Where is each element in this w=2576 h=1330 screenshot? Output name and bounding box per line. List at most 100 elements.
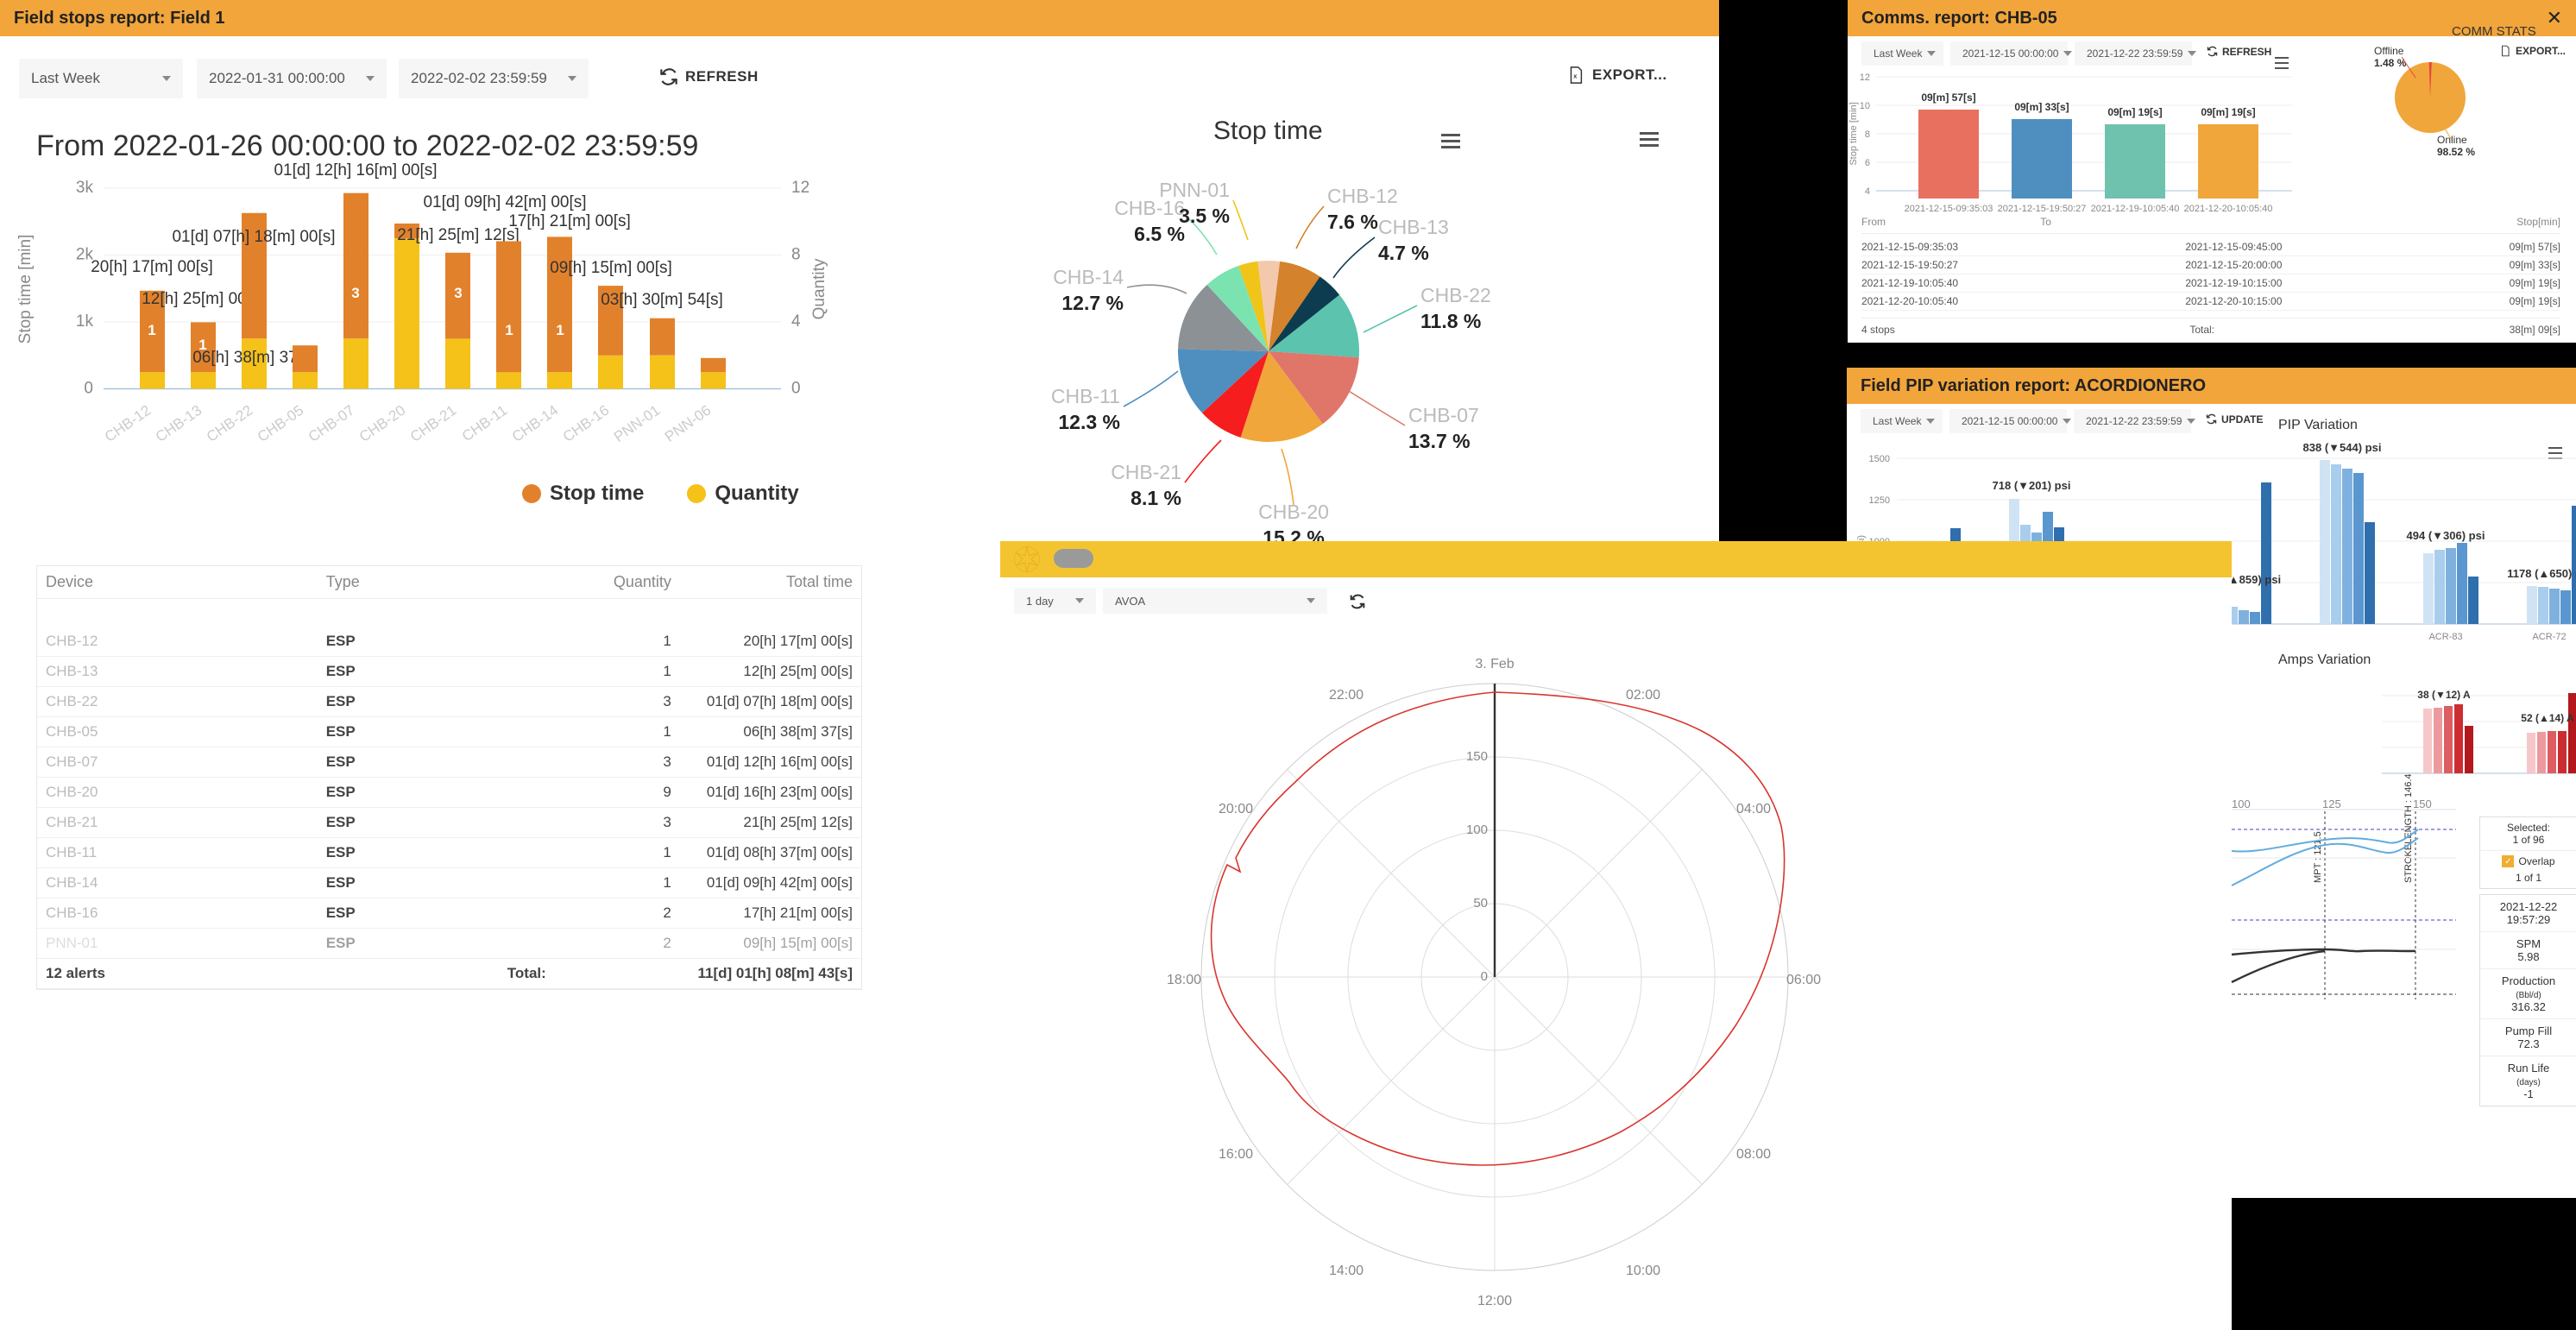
- svg-text:6: 6: [1865, 158, 1870, 168]
- svg-text:Quantity: Quantity: [810, 258, 828, 319]
- svg-text:CHB-11: CHB-11: [1051, 385, 1120, 407]
- svg-text:718 (▼201) psi: 718 (▼201) psi: [1993, 479, 2071, 492]
- svg-text:CHB-12: CHB-12: [1327, 185, 1398, 207]
- svg-text:CHB-16: CHB-16: [1114, 197, 1185, 219]
- svg-text:4.7 %: 4.7 %: [1378, 242, 1429, 264]
- svg-text:Online: Online: [2437, 134, 2467, 146]
- svg-text:ACR-72: ACR-72: [2532, 632, 2566, 642]
- svg-text:CHB-16: CHB-16: [560, 402, 612, 445]
- svg-text:12: 12: [791, 179, 809, 197]
- svg-text:MPT : 121.5: MPT : 121.5: [2313, 831, 2323, 883]
- svg-text:1k: 1k: [76, 312, 94, 331]
- svg-text:CHB-22: CHB-22: [204, 402, 255, 445]
- svg-text:3: 3: [454, 285, 462, 301]
- svg-text:52 (▲14) A: 52 (▲14) A: [2521, 712, 2574, 724]
- svg-text:CHB-21: CHB-21: [407, 402, 459, 445]
- svg-text:18:00: 18:00: [1167, 973, 1201, 987]
- svg-text:CHB-05: CHB-05: [255, 402, 306, 445]
- svg-text:14:00: 14:00: [1329, 1264, 1364, 1278]
- svg-text:01[d] 12[h] 16[m] 00[s]: 01[d] 12[h] 16[m] 00[s]: [274, 161, 437, 180]
- svg-text:09[m] 19[s]: 09[m] 19[s]: [2107, 106, 2162, 118]
- svg-text:08:00: 08:00: [1736, 1147, 1771, 1162]
- svg-text:CHB-14: CHB-14: [509, 402, 561, 445]
- svg-text:12: 12: [1860, 72, 1870, 83]
- svg-text:8: 8: [1865, 129, 1870, 140]
- svg-text:0: 0: [791, 380, 801, 398]
- svg-text:1: 1: [505, 322, 513, 338]
- svg-text:12.7 %: 12.7 %: [1061, 292, 1124, 314]
- svg-text:2021-12-19-10:05:40: 2021-12-19-10:05:40: [2091, 204, 2180, 214]
- svg-text:125: 125: [2322, 797, 2341, 810]
- svg-text:Stop time [min]: Stop time [min]: [1849, 102, 1859, 165]
- svg-text:CHB-11: CHB-11: [459, 402, 510, 445]
- svg-text:CHB-07: CHB-07: [1408, 404, 1479, 426]
- svg-text:x: x: [1573, 72, 1578, 80]
- svg-text:16:00: 16:00: [1219, 1147, 1253, 1162]
- svg-text:06:00: 06:00: [1786, 973, 1821, 987]
- svg-text:CHB-12: CHB-12: [102, 402, 154, 445]
- svg-text:1250: 1250: [1869, 495, 1890, 506]
- svg-text:CHB-13: CHB-13: [153, 402, 205, 445]
- svg-text:150: 150: [2413, 797, 2432, 810]
- svg-text:09[m] 19[s]: 09[m] 19[s]: [2201, 106, 2255, 118]
- svg-text:1500: 1500: [1869, 454, 1890, 464]
- svg-text:12[h] 25[m] 00[s]: 12[h] 25[m] 00[s]: [142, 290, 264, 308]
- svg-text:38 (▼12) A: 38 (▼12) A: [2417, 689, 2471, 701]
- svg-text:838 (▼544) psi: 838 (▼544) psi: [2303, 441, 2382, 454]
- svg-text:1: 1: [198, 337, 206, 353]
- svg-text:CHB-21: CHB-21: [1111, 461, 1181, 483]
- svg-text:494 (▼306) psi: 494 (▼306) psi: [2407, 529, 2485, 542]
- svg-text:12.3 %: 12.3 %: [1058, 411, 1120, 433]
- svg-text:100: 100: [2232, 797, 2251, 810]
- svg-text:01[d] 09[h] 42[m] 00[s]: 01[d] 09[h] 42[m] 00[s]: [423, 193, 586, 211]
- svg-text:2021-12-15-19:50:27: 2021-12-15-19:50:27: [1998, 204, 2087, 214]
- svg-text:4: 4: [1865, 186, 1870, 197]
- svg-text:CHB-22: CHB-22: [1420, 284, 1491, 306]
- svg-text:2k: 2k: [76, 246, 94, 264]
- svg-text:13.7 %: 13.7 %: [1408, 430, 1471, 452]
- svg-text:20[h] 17[m] 00[s]: 20[h] 17[m] 00[s]: [91, 258, 213, 276]
- svg-text:1.48 %: 1.48 %: [2374, 57, 2407, 69]
- svg-text:20:00: 20:00: [1219, 802, 1253, 816]
- svg-text:3.5 %: 3.5 %: [1179, 205, 1230, 227]
- svg-text:17[h] 21[m] 00[s]: 17[h] 21[m] 00[s]: [508, 212, 631, 230]
- svg-text:22:00: 22:00: [1329, 688, 1364, 703]
- svg-text:PNN-01: PNN-01: [1159, 179, 1230, 201]
- svg-text:8.1 %: 8.1 %: [1131, 487, 1181, 509]
- svg-text:7.6 %: 7.6 %: [1327, 211, 1378, 233]
- svg-text:CHB-20: CHB-20: [1258, 501, 1329, 523]
- svg-text:1178 (▲650) psi: 1178 (▲650) psi: [2507, 567, 2576, 580]
- svg-text:2021-12-20-10:05:40: 2021-12-20-10:05:40: [2184, 204, 2273, 214]
- svg-text:100: 100: [1466, 823, 1488, 837]
- svg-text:1: 1: [556, 322, 564, 338]
- svg-text:1: 1: [148, 322, 155, 338]
- svg-text:CHB-20: CHB-20: [356, 402, 408, 445]
- svg-text:0: 0: [1481, 969, 1488, 984]
- svg-text:Stop time [min]: Stop time [min]: [16, 235, 35, 344]
- svg-text:150: 150: [1466, 749, 1488, 764]
- svg-text:3: 3: [351, 285, 359, 301]
- svg-text:06[h] 38[m] 37[s]: 06[h] 38[m] 37[s]: [192, 349, 315, 367]
- svg-text:09[h] 15[m] 00[s]: 09[h] 15[m] 00[s]: [550, 259, 672, 277]
- svg-text:PNN-06: PNN-06: [662, 402, 714, 445]
- svg-text:09[m] 33[s]: 09[m] 33[s]: [2014, 101, 2069, 113]
- svg-text:02:00: 02:00: [1626, 688, 1660, 703]
- svg-text:10:00: 10:00: [1626, 1264, 1660, 1278]
- svg-text:0: 0: [84, 380, 93, 398]
- svg-text:CHB-13: CHB-13: [1378, 216, 1449, 238]
- svg-text:PNN-01: PNN-01: [611, 402, 663, 445]
- svg-text:98.52 %: 98.52 %: [2437, 146, 2475, 158]
- svg-text:STROKELENGTH : 146.4: STROKELENGTH : 146.4: [2403, 773, 2414, 883]
- svg-text:04:00: 04:00: [1736, 802, 1771, 816]
- svg-text:3k: 3k: [76, 179, 94, 197]
- svg-text:4: 4: [791, 312, 801, 331]
- svg-text:CHB-14: CHB-14: [1053, 266, 1124, 288]
- svg-text:10: 10: [1860, 101, 1870, 111]
- svg-text:8: 8: [791, 246, 801, 264]
- svg-text:3. Feb: 3. Feb: [1475, 657, 1514, 671]
- svg-text:21[h] 25[m] 12[s]: 21[h] 25[m] 12[s]: [397, 226, 520, 244]
- svg-text:11.8 %: 11.8 %: [1420, 310, 1481, 332]
- svg-text:2021-12-15-09:35:03: 2021-12-15-09:35:03: [1905, 204, 1993, 214]
- svg-text:01[d] 07[h] 18[m] 00[s]: 01[d] 07[h] 18[m] 00[s]: [172, 228, 335, 246]
- svg-text:6.5 %: 6.5 %: [1134, 223, 1185, 245]
